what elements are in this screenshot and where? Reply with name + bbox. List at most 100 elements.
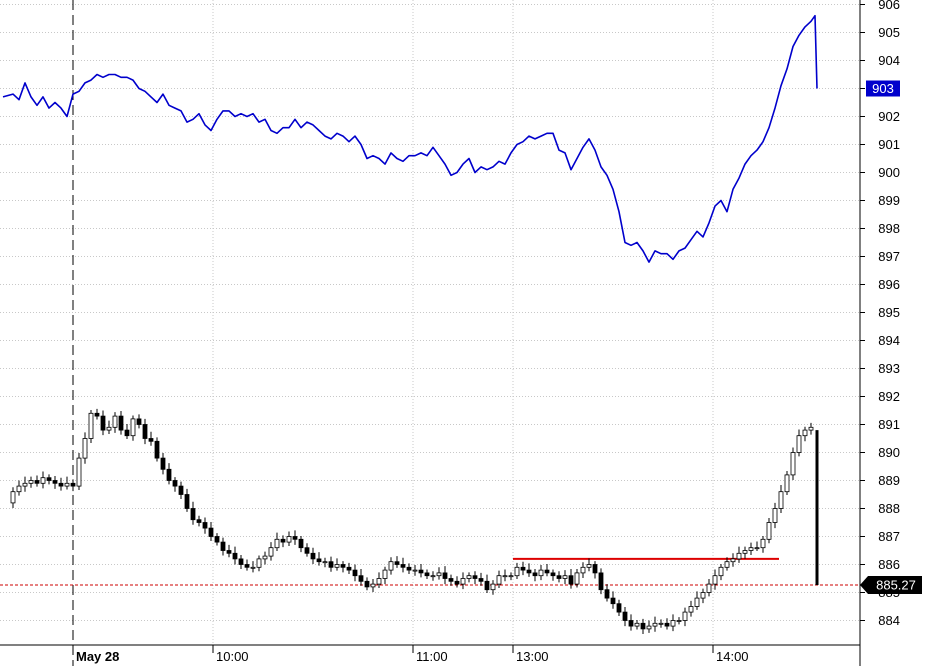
candle-body [196, 519, 202, 523]
candle-body [292, 536, 298, 540]
candle-body [550, 572, 556, 577]
candle-body [790, 452, 796, 476]
candle-body [172, 480, 178, 487]
candle-body [490, 583, 496, 591]
reference-lines [0, 0, 860, 666]
candle-body [760, 538, 766, 549]
candle-body [592, 564, 598, 574]
candle-body [322, 561, 328, 564]
series-candles-black [10, 408, 814, 634]
y-tick-label: 901 [878, 137, 900, 152]
candle-body [598, 572, 604, 591]
candle-body [352, 569, 358, 577]
candle-body [604, 589, 610, 599]
candle-body [340, 564, 346, 568]
candle-body [154, 440, 160, 459]
candle-body [184, 494, 190, 509]
candle-body [556, 575, 562, 579]
candle-body [514, 566, 520, 577]
candle-body [460, 578, 466, 585]
candle-body [634, 622, 640, 627]
candle-body [118, 415, 124, 431]
candle-body [238, 558, 244, 565]
candle-body [268, 547, 274, 557]
x-tick-label: May 28 [76, 649, 119, 664]
candle-body [100, 415, 106, 431]
candle-body [586, 564, 592, 568]
candle-body [376, 578, 382, 585]
y-tick-label: 889 [878, 473, 900, 488]
candle-body [532, 572, 538, 577]
candle-body [142, 424, 148, 439]
candle-body [382, 569, 388, 579]
candle-body [46, 477, 52, 481]
candle-body [136, 418, 142, 425]
candle-body [796, 435, 802, 453]
x-tick-label: 11:00 [416, 649, 448, 664]
candle-body [694, 597, 700, 607]
grid [0, 0, 860, 645]
candle-body [388, 561, 394, 571]
y-tick-label: 898 [878, 221, 900, 236]
candle-body [82, 438, 88, 459]
candle-body [40, 477, 46, 484]
y-tick-label: 893 [878, 361, 900, 376]
candle-body [328, 561, 334, 568]
candle-body [280, 538, 286, 543]
candle-body [262, 555, 268, 560]
y-tick-label: 886 [878, 557, 900, 572]
candle-body [304, 547, 310, 554]
candle-body [394, 561, 400, 565]
candle-body [640, 622, 646, 630]
candle-body [628, 620, 634, 627]
candle-body [658, 622, 664, 625]
candle-body [508, 575, 514, 578]
candle-body [688, 606, 694, 613]
candle-body [88, 412, 94, 439]
candle-body [610, 597, 616, 605]
candle-body [478, 578, 484, 582]
x-tick-label: 14:00 [716, 649, 749, 664]
candle-body [742, 550, 748, 554]
candle-body [748, 547, 754, 551]
candle-body [682, 611, 688, 621]
candle-body [670, 620, 676, 627]
x-tick-label: 13:00 [516, 649, 549, 664]
candle-body [226, 550, 232, 554]
candle-body [310, 552, 316, 560]
candle-body [298, 538, 304, 549]
candle-body [568, 575, 574, 585]
y-tick-label: 895 [878, 305, 900, 320]
candle-body [166, 468, 172, 481]
y-tick-label: 884 [878, 613, 900, 628]
y-tick-label: 906 [878, 0, 900, 12]
candle-body [334, 564, 340, 568]
candle-body [58, 482, 64, 487]
y-tick-label: 896 [878, 277, 900, 292]
candle-body [316, 558, 322, 563]
y-tick-label: 891 [878, 417, 900, 432]
candle-body [94, 412, 100, 417]
candle-body [778, 491, 784, 509]
candle-body [754, 547, 760, 550]
last-value-marker-blue [866, 80, 900, 97]
y-tick-label: 897 [878, 249, 900, 264]
y-tick-label: 894 [878, 333, 900, 348]
candle-body [580, 566, 586, 574]
candle-body [424, 572, 430, 577]
candle-body [22, 482, 28, 487]
candle-body [574, 572, 580, 585]
candle-body [712, 575, 718, 585]
candle-body [526, 569, 532, 574]
candle-body [520, 566, 526, 571]
candle-body [706, 583, 712, 593]
labels: 906 905 904 903 902 901 900 899 898 897 896 895 894 8… [76, 0, 922, 664]
candle-body [484, 580, 490, 591]
candle-body [124, 429, 130, 437]
candle-body [736, 552, 742, 560]
candle-body [538, 569, 544, 577]
candle-body [646, 625, 652, 630]
candle-body [358, 575, 364, 582]
